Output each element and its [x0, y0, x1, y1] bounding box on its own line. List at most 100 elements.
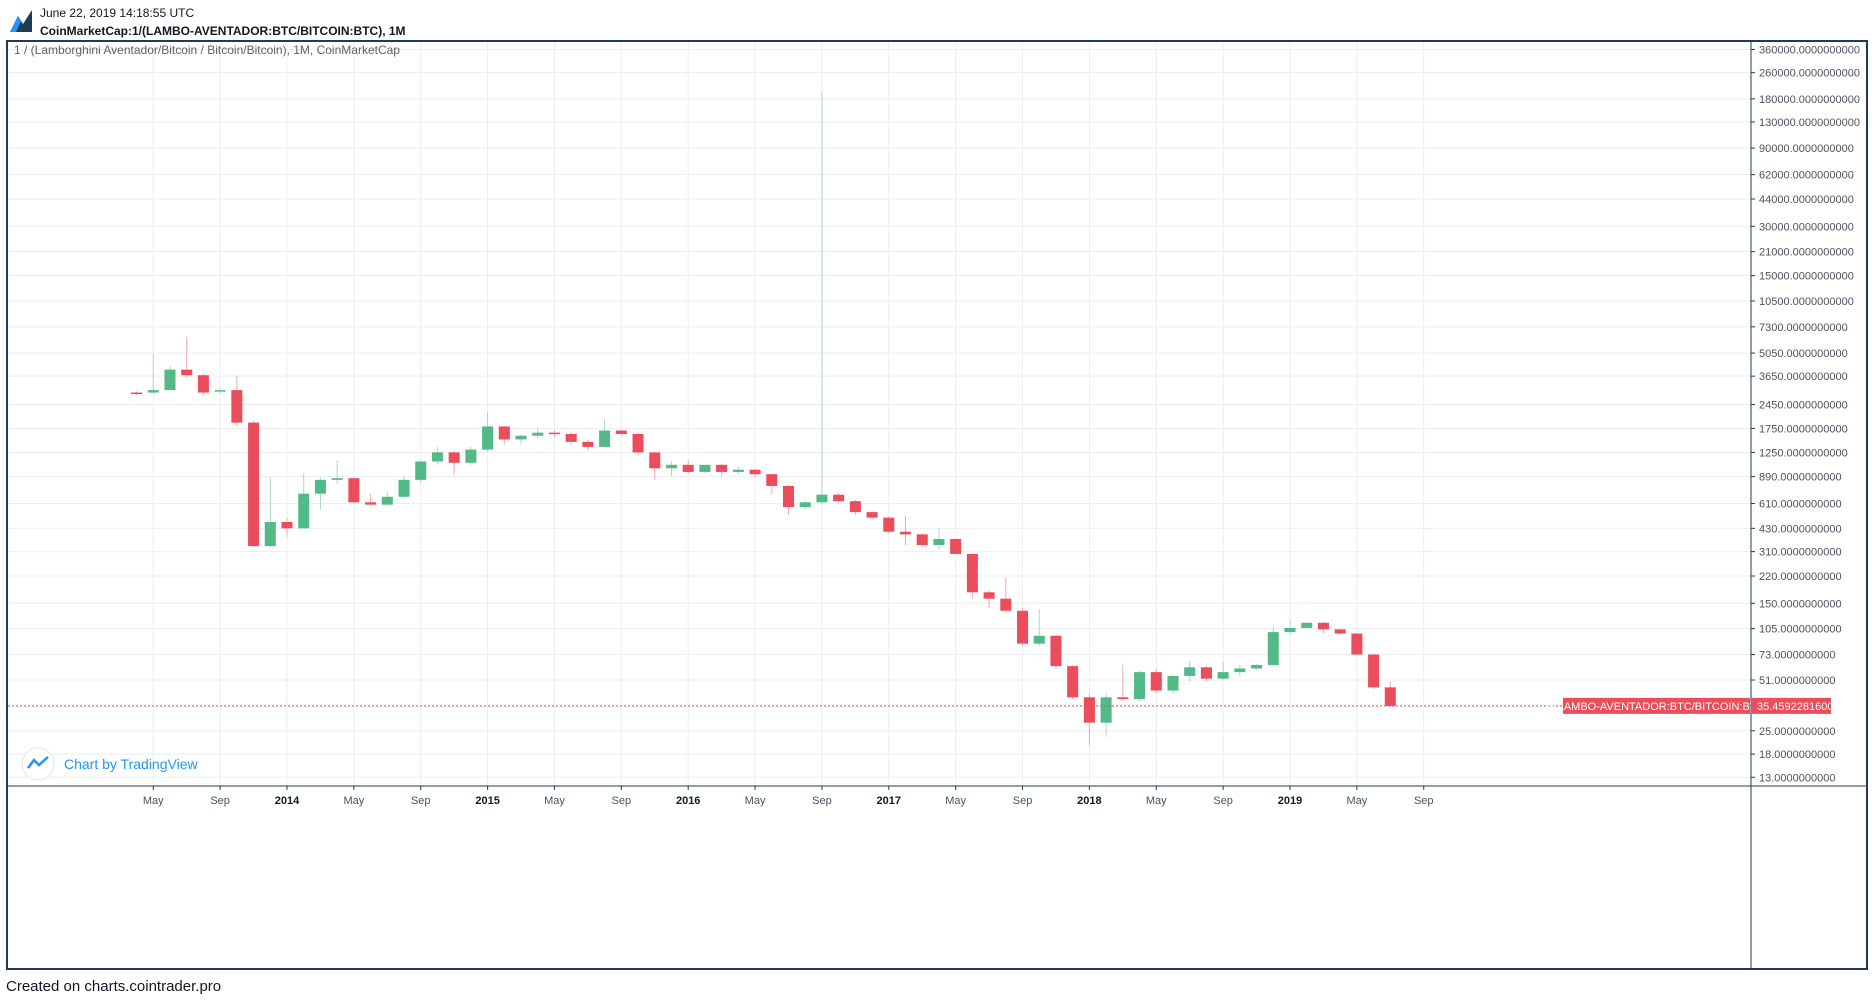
y-tick-label: 180000.0000000000: [1759, 94, 1860, 106]
y-tick-label: 310.0000000000: [1759, 547, 1842, 559]
y-tick-label: 25.0000000000: [1759, 726, 1835, 738]
x-tick-label: Sep: [210, 795, 230, 807]
candle-body: [1234, 668, 1246, 673]
candle-body: [1351, 633, 1363, 655]
candle-body: [1150, 672, 1162, 691]
candle-body: [950, 539, 962, 554]
candle-body: [1301, 622, 1313, 628]
x-tick-label: 2019: [1278, 795, 1302, 807]
candle-body: [632, 433, 644, 453]
y-tick-label: 105.0000000000: [1759, 624, 1842, 636]
x-tick-label: May: [343, 795, 364, 807]
candle-body: [1100, 697, 1112, 723]
candle-body: [197, 375, 209, 393]
candle-body: [532, 432, 544, 436]
candle-body: [565, 433, 577, 442]
candle-body: [782, 485, 795, 508]
candle-body: [314, 479, 326, 494]
x-tick-label: May: [745, 795, 766, 807]
tradingview-watermark[interactable]: Chart by TradingView: [21, 747, 198, 781]
y-tick-label: 7300.0000000000: [1759, 322, 1848, 334]
candle-body: [799, 502, 811, 508]
x-tick-label: Sep: [1213, 795, 1233, 807]
x-tick-label: May: [1346, 795, 1367, 807]
series-name-tag: [1563, 697, 1750, 714]
candle-body: [1334, 629, 1346, 634]
x-tick-label: May: [1146, 795, 1167, 807]
candle-body: [916, 534, 928, 546]
candle-series: [131, 91, 1396, 745]
candle-body: [615, 430, 627, 434]
x-tick-label: 2018: [1077, 795, 1101, 807]
y-tick-label: 21000.0000000000: [1759, 247, 1854, 259]
footer-credit: Created on charts.cointrader.pro: [6, 978, 222, 995]
series-name-tag-text: 1/(LAMBO-AVENTADOR:BTC/BITCOIN:BTC): [1545, 701, 1768, 713]
y-tick-label: 62000.0000000000: [1759, 170, 1854, 182]
candle-body: [214, 390, 226, 392]
candle-body: [281, 522, 293, 529]
candle-body: [1083, 697, 1095, 723]
candle-body: [448, 452, 460, 463]
y-tick-label: 2450.0000000000: [1759, 400, 1848, 412]
y-tick-label: 30000.0000000000: [1759, 221, 1854, 233]
candle-body: [515, 435, 527, 440]
candle-body: [732, 469, 744, 472]
candle-body: [415, 461, 427, 480]
candle-body: [883, 517, 895, 532]
x-tick-label: Sep: [1013, 795, 1033, 807]
candle-body: [164, 369, 176, 391]
snapshot-date: June 22, 2019 14:18:55 UTC: [40, 6, 195, 20]
header: June 22, 2019 14:18:55 UTC CoinMarketCap…: [0, 0, 1874, 40]
candle-body: [1384, 687, 1396, 706]
candle-body: [866, 512, 878, 518]
candle-body: [264, 522, 276, 547]
candle-body: [900, 531, 912, 535]
candle-body: [816, 494, 828, 503]
y-tick-label: 18.0000000000: [1759, 749, 1835, 761]
last-price-tag-text: 35.4592281600: [1757, 701, 1833, 713]
candle-body: [599, 430, 611, 447]
candle-body: [649, 452, 661, 469]
x-tick-label: 2017: [877, 795, 901, 807]
candle-body: [398, 479, 410, 497]
y-tick-label: 610.0000000000: [1759, 498, 1842, 510]
candle-body: [699, 464, 711, 472]
candle-body: [1167, 675, 1179, 691]
y-tick-label: 430.0000000000: [1759, 523, 1842, 535]
y-tick-label: 260000.0000000000: [1759, 68, 1860, 80]
x-tick-label: Sep: [411, 795, 431, 807]
cloud-icon: [27, 756, 49, 769]
x-tick-label: Sep: [812, 795, 832, 807]
candle-body: [348, 478, 360, 503]
tradingview-logo-icon: [10, 10, 32, 32]
candlestick-chart[interactable]: 13.0000000000 18.0000000000 25.0000000000 5…: [8, 42, 1866, 968]
candle-body: [665, 464, 677, 469]
candle-body: [381, 496, 393, 505]
candle-body: [1184, 667, 1196, 676]
y-tick-label: 1250.0000000000: [1759, 447, 1848, 459]
candle-body: [365, 502, 377, 505]
candle-body: [1017, 610, 1029, 644]
y-tick-label: 44000.0000000000: [1759, 194, 1854, 206]
candle-body: [749, 469, 761, 475]
last-price-tag: 1/(LAMBO-AVENTADOR:BTC/BITCOIN:BTC)35.45…: [1545, 697, 1833, 714]
candle-body: [1067, 666, 1079, 698]
candle-body: [431, 452, 443, 462]
candle-body: [716, 464, 728, 472]
y-tick-label: 51.0000000000: [1759, 675, 1835, 687]
candle-body: [766, 474, 778, 486]
symbol-line: CoinMarketCap:1/(LAMBO-AVENTADOR:BTC/BIT…: [40, 24, 406, 38]
time-axis: May Sep 2014 May Sep 2015 May Sep 2016 May Sep 2017…: [143, 786, 1434, 807]
candle-body: [498, 426, 510, 440]
candle-body: [1134, 672, 1146, 700]
candle-body: [849, 501, 861, 513]
chart-frame[interactable]: 13.0000000000 18.0000000000 25.0000000000 5…: [6, 40, 1868, 970]
y-tick-label: 13.0000000000: [1759, 772, 1835, 784]
x-tick-label: 2016: [676, 795, 700, 807]
x-tick-label: May: [544, 795, 565, 807]
watermark-text: Chart by TradingView: [64, 756, 198, 772]
x-tick-label: May: [945, 795, 966, 807]
candle-body: [231, 390, 243, 423]
x-tick-label: 2014: [275, 795, 300, 807]
candle-body: [331, 478, 343, 480]
